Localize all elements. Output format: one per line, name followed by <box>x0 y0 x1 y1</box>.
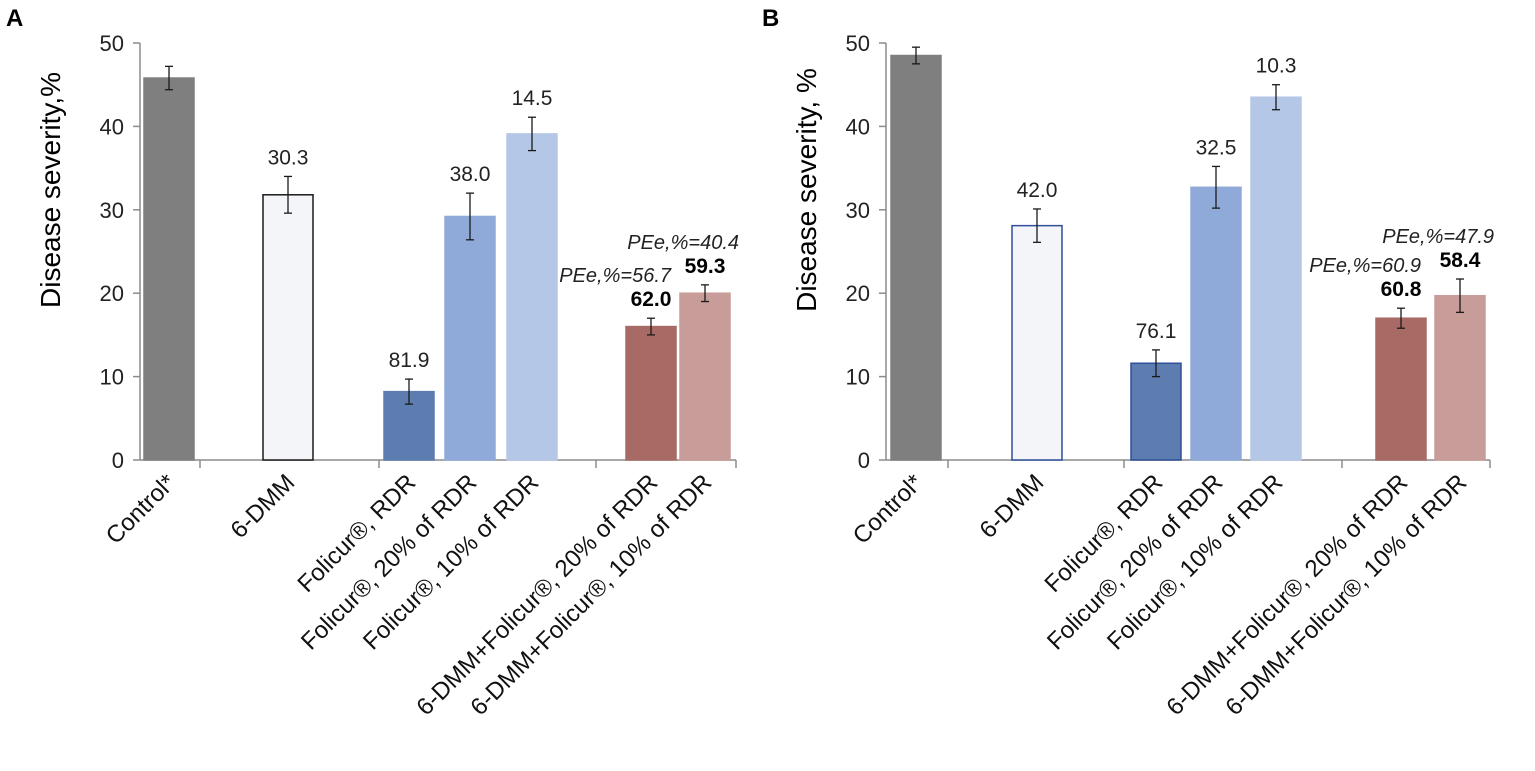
y-tick-label: 20 <box>846 281 870 306</box>
value-label: 76.1 <box>1136 320 1177 343</box>
bar <box>1375 317 1427 461</box>
bar <box>625 325 677 461</box>
value-label: 32.5 <box>1196 136 1237 159</box>
pee-label: PEe,%=47.9 <box>1382 226 1494 248</box>
x-category-label: Control* <box>101 469 181 549</box>
y-tick-label: 30 <box>846 198 870 223</box>
y-tick-label: 10 <box>846 365 870 390</box>
panel-b: B Disease severity, % 0 10 20 30 40 50 Control* 4… <box>762 5 1494 721</box>
panel-letter: A <box>6 5 23 32</box>
bar <box>679 292 731 461</box>
value-label: 81.9 <box>389 349 430 372</box>
value-label: 62.0 <box>631 288 672 311</box>
bar <box>143 77 195 461</box>
value-label: 59.3 <box>685 255 726 278</box>
y-tick-label: 20 <box>100 281 124 306</box>
value-label: 60.8 <box>1381 278 1422 301</box>
x-category-label: 6-DMM <box>226 469 301 544</box>
value-label: 14.5 <box>512 87 553 110</box>
pee-label: PEe,%=56.7 <box>559 265 672 287</box>
y-tick-label: 30 <box>100 198 124 223</box>
bar <box>1011 224 1063 461</box>
y-tick-label: 50 <box>100 31 124 56</box>
y-tick-label: 0 <box>112 448 124 473</box>
bar <box>444 215 496 461</box>
pee-label: PEe,%=60.9 <box>1309 255 1421 277</box>
y-tick-label: 40 <box>846 114 870 139</box>
value-label: 10.3 <box>1256 55 1297 78</box>
bar <box>1190 186 1242 461</box>
panel-letter: B <box>762 5 779 32</box>
panel-a: A Disease severity,% 0 10 20 30 40 50 Control* 30… <box>6 5 739 721</box>
y-tick-label: 10 <box>100 365 124 390</box>
value-label: 58.4 <box>1440 249 1481 272</box>
y-axis-label: Disease severity,% <box>35 72 66 308</box>
bar <box>506 133 558 461</box>
bar <box>890 54 942 461</box>
value-label: 38.0 <box>450 163 491 186</box>
bar <box>262 194 314 461</box>
pee-label: PEe,%=40.4 <box>627 232 739 254</box>
bar <box>1250 96 1302 461</box>
bar <box>1130 362 1182 461</box>
x-category-label: Control* <box>848 469 928 549</box>
value-label: 30.3 <box>268 146 309 169</box>
y-tick-label: 50 <box>846 31 870 56</box>
y-tick-label: 0 <box>858 448 870 473</box>
y-tick-label: 40 <box>100 114 124 139</box>
value-label: 42.0 <box>1017 179 1058 202</box>
x-category-label: 6-DMM <box>975 469 1050 544</box>
bar <box>1434 294 1486 461</box>
y-axis-label: Disease severity, % <box>791 68 822 312</box>
